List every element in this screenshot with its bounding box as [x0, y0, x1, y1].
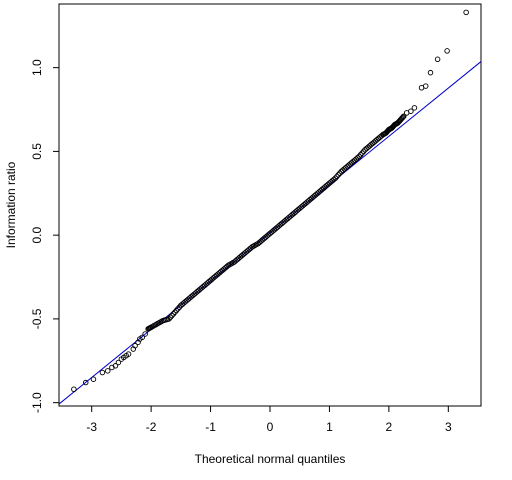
x-axis-label: Theoretical normal quantiles [195, 452, 346, 466]
data-point [288, 213, 294, 219]
data-point [299, 203, 306, 209]
data-point [210, 275, 217, 281]
data-point [240, 251, 247, 258]
data-point [427, 69, 434, 76]
y-tick-label: 0.0 [30, 226, 44, 243]
data-point [234, 256, 241, 263]
data-point [341, 166, 348, 172]
data-point [112, 363, 119, 369]
data-point [181, 300, 187, 306]
data-point [198, 285, 205, 291]
y-tick-label: 0.5 [30, 143, 44, 160]
data-point [293, 208, 300, 214]
data-point [172, 309, 178, 315]
data-point [132, 342, 138, 349]
data-point [335, 172, 342, 178]
y-tick-label: 1.0 [30, 59, 44, 76]
x-tick-label: -2 [146, 420, 157, 434]
data-point [311, 193, 318, 199]
data-point [222, 265, 229, 271]
data-point [444, 48, 450, 54]
data-point [317, 188, 324, 194]
y-axis-label: Information ratio [4, 161, 18, 248]
data-point [329, 177, 336, 184]
data-point [357, 151, 364, 158]
data-point [353, 156, 359, 162]
x-tick-label: 3 [445, 420, 452, 434]
data-point [395, 119, 402, 125]
data-point [398, 115, 405, 122]
x-tick-label: 1 [326, 420, 333, 434]
data-point [192, 290, 199, 296]
data-point [258, 238, 264, 244]
data-point [139, 334, 145, 341]
data-point [125, 351, 132, 357]
data-point [142, 331, 148, 337]
data-point [334, 173, 340, 180]
x-axis: -3 -2 -1 0 1 2 3 [86, 406, 452, 434]
data-point [434, 56, 441, 63]
data-point [104, 368, 111, 374]
data-point [389, 124, 396, 130]
data-point [264, 233, 270, 239]
data-point [359, 150, 365, 156]
data-point [169, 312, 175, 319]
data-points [71, 9, 469, 393]
data-point [187, 295, 193, 301]
data-point [354, 154, 361, 161]
data-point [99, 369, 106, 376]
x-tick-label: 0 [267, 420, 274, 434]
data-point [170, 311, 177, 317]
data-point [411, 105, 418, 111]
data-point [82, 379, 89, 386]
data-point [204, 280, 211, 286]
data-point [176, 304, 183, 310]
data-point [115, 359, 122, 366]
y-tick-label: -1.0 [30, 392, 44, 413]
data-point [463, 9, 469, 16]
data-point [383, 129, 390, 135]
data-point [331, 176, 337, 183]
data-point [377, 134, 383, 140]
data-point [371, 139, 377, 145]
data-point [408, 108, 414, 114]
data-point [167, 314, 174, 320]
data-point [305, 198, 312, 204]
data-point [399, 115, 405, 121]
data-point [270, 228, 276, 234]
x-tick-label: -3 [86, 420, 97, 434]
plot-frame [58, 3, 482, 407]
y-axis: -1.0 -0.5 0.0 0.5 1.0 [30, 59, 59, 413]
data-point [246, 246, 252, 253]
data-point [276, 223, 282, 229]
data-point [347, 161, 353, 167]
data-point [175, 306, 181, 312]
data-point [216, 270, 223, 276]
data-point [323, 182, 330, 189]
data-point [337, 170, 343, 176]
data-point [71, 386, 77, 393]
data-point [400, 114, 406, 120]
data-point [152, 322, 159, 328]
data-point [365, 144, 371, 150]
y-tick-label: -0.5 [30, 308, 44, 329]
x-tick-label: -1 [205, 420, 216, 434]
data-point [282, 218, 288, 224]
data-point [90, 376, 97, 382]
data-point [422, 83, 429, 89]
x-tick-label: 2 [386, 420, 393, 434]
data-point [360, 148, 367, 155]
data-point [173, 307, 180, 314]
